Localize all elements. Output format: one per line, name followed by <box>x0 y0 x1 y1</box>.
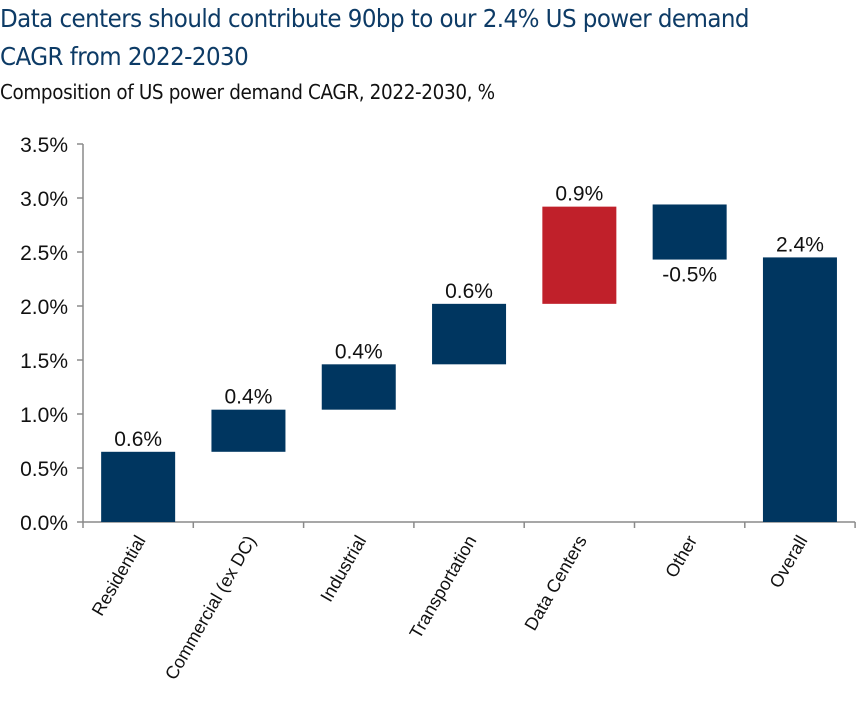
category-label: Data Centers <box>520 532 590 634</box>
bar-transportation <box>432 303 507 365</box>
bar-other <box>652 204 727 260</box>
y-tick-label: 0.5% <box>20 458 68 481</box>
category-label: Other <box>661 532 701 581</box>
bar-data-centers <box>542 206 617 304</box>
bars <box>101 204 837 522</box>
data-labels: 0.6% 0.4% 0.4% 0.6% 0.9% -0.5% 2.4% <box>114 183 824 451</box>
category-label: Residential <box>88 532 150 619</box>
y-tick-label: 2.5% <box>20 242 68 265</box>
chart-subtitle: Composition of US power demand CAGR, 202… <box>0 80 495 104</box>
y-tick-label: 1.5% <box>20 350 68 373</box>
bar-residential <box>101 451 176 522</box>
y-tick-label: 3.5% <box>20 134 68 157</box>
axes: 0.0% 0.5% 1.0% 1.5% 2.0% 2.5% 3.0% 3.5% <box>20 134 856 535</box>
data-label: 2.4% <box>776 233 824 256</box>
data-label: 0.4% <box>225 386 273 409</box>
data-label: -0.5% <box>662 264 717 287</box>
category-labels: Residential Commercial (ex DC) Industrial T… <box>88 532 812 683</box>
bar-overall <box>762 257 837 522</box>
category-label: Overall <box>766 532 812 591</box>
category-label: Transportation <box>405 532 480 642</box>
category-label: Industrial <box>316 532 370 605</box>
y-tick-label: 1.0% <box>20 404 68 427</box>
y-tick-label: 2.0% <box>20 296 68 319</box>
y-tick-label: 3.0% <box>20 188 68 211</box>
data-label: 0.6% <box>114 428 162 451</box>
bar-commercial-ex-dc <box>211 409 286 452</box>
data-label: 0.9% <box>555 183 603 206</box>
category-label: Commercial (ex DC) <box>161 532 260 683</box>
y-tick-label: 0.0% <box>20 512 68 535</box>
data-label: 0.6% <box>445 280 493 303</box>
data-label: 0.4% <box>335 340 383 363</box>
chart-title: Data centers should contribute 90bp to o… <box>0 4 750 71</box>
bar-industrial <box>321 364 396 410</box>
